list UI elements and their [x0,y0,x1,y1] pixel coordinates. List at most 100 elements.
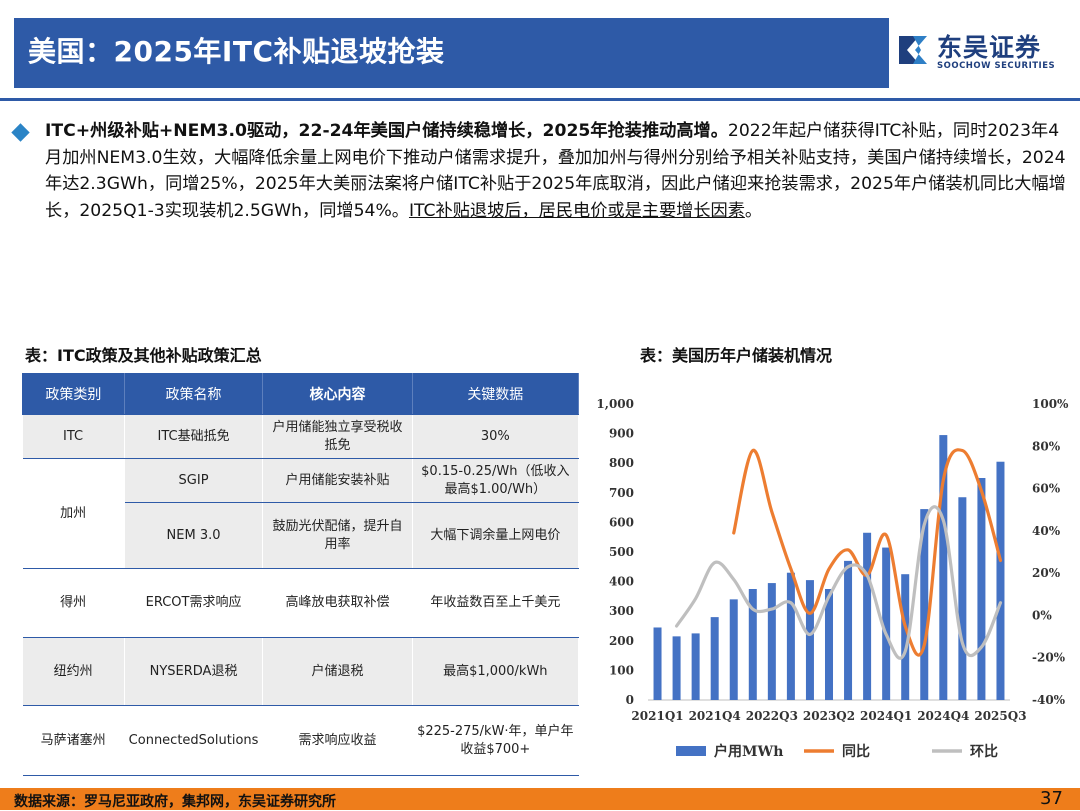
legend-swatch-bar [676,746,706,756]
y-left-tick-label: 300 [609,604,634,618]
y-left-tick-label: 200 [609,634,634,648]
y-right-tick-label: 60% [1032,482,1061,496]
y-left-tick-label: 1,000 [596,397,634,411]
table-row: 加州 SGIP 户用储能安装补贴 $0.15-0.25/Wh（低收入最高$1.0… [22,458,580,569]
table-header-name: 政策名称 [123,373,264,415]
bar-mark [767,583,776,700]
bar-mark [958,497,967,700]
summary-paragraph: ITC+州级补贴+NEM3.0驱动，22-24年美国户储持续稳增长，2025年抢… [45,118,1070,224]
x-tick-label: 2024Q1 [860,709,912,723]
x-tick-label: 2021Q4 [689,709,741,723]
diamond-bullet-icon [11,123,30,142]
table-cell: 年收益数百至上千美元 [412,568,580,638]
chart-title: 表：美国历年户储装机情况 [640,346,833,365]
y-left-tick-label: 600 [609,515,634,529]
table-cell: ConnectedSolutions [124,705,264,776]
y-right-tick-label: -40% [1032,693,1066,707]
table-cell: 得州 [22,568,125,638]
bar-mark [748,589,757,700]
bar-mark [672,636,681,700]
header-bar [14,18,889,88]
company-logo: 东吴证券 SOOCHOW SECURITIES [893,28,1073,76]
table-cell: 大幅下调余量上网电价 [412,502,580,569]
table-cell: SGIP [124,458,264,503]
bar-mark [691,633,700,700]
table-cell: 鼓励光伏配储，提升自用率 [262,502,413,569]
table-cell: NEM 3.0 [124,502,264,569]
bar-mark [729,599,738,700]
y-right-tick-label: -20% [1032,651,1066,665]
table-cell: 户用储能独立享受税收抵免 [262,414,413,459]
table-header-row: 政策类别 政策名称 核心内容 关键数据 [22,373,580,415]
x-tick-label: 2022Q3 [746,709,798,723]
y-right-tick-label: 80% [1032,439,1061,453]
y-left-tick-label: 100 [609,663,634,677]
series-line-qoq [674,505,1003,660]
table-header-category: 政策类别 [22,373,125,415]
table-cell: 马萨诸塞州 [22,705,125,776]
summary-bold-lead: ITC+州级补贴+NEM3.0驱动，22-24年美国户储持续稳增长，2025年抢… [45,121,728,141]
table-cell: $0.15-0.25/Wh（低收入最高$1.00/Wh） [412,458,580,503]
table-row: NEM 3.0 鼓励光伏配储，提升自用率 大幅下调余量上网电价 [23,502,580,569]
table-cell: 30% [412,414,580,459]
table-row: ITC ITC基础抵免 户用储能独立享受税收抵免 30% [22,414,580,459]
summary-underlined: ITC补贴退坡后，居民电价或是主要增长因素 [408,200,745,221]
installation-chart: 0 100 200 300 400 500 600 700 800 900 1,000 -40% -20… [596,397,1069,760]
legend-label: 环比 [970,743,998,760]
bar-mark [824,589,834,700]
y-left-tick-label: 0 [626,693,634,707]
table-header-content: 核心内容 [262,373,413,415]
table-cell: 最高$1,000/kWh [412,637,580,706]
bar-mark [844,560,853,700]
page-title: 美国：2025年ITC补贴退坡抢装 [28,35,445,68]
table-cell: ERCOT需求响应 [124,568,264,638]
bar-mark [920,509,929,700]
table-row: 得州 ERCOT需求响应 高峰放电获取补偿 年收益数百至上千美元 [22,568,580,638]
legend-label: 同比 [842,743,870,760]
y-left-tick-label: 500 [609,545,634,559]
bar-mark [996,461,1005,700]
bar-mark [939,435,948,700]
series-line-yoy [732,448,1003,657]
bar-mark [710,617,719,700]
x-tick-label: 2023Q2 [803,709,855,723]
legend-label: 户用MWh [714,743,783,760]
bar-mark [863,532,872,700]
bar-mark [653,627,662,700]
y-right-tick-label: 20% [1032,566,1061,580]
table-title: 表：ITC政策及其他补贴政策汇总 [25,346,262,365]
bar-mark [977,478,986,700]
table-cell: ITC [22,414,125,459]
table-cell: 高峰放电获取补偿 [262,568,413,638]
header-divider [0,98,1080,101]
table-cell: NYSERDA退税 [124,637,264,706]
y-right-tick-label: 100% [1032,397,1069,411]
policy-table: 政策类别 政策名称 核心内容 关键数据 ITC ITC基础抵免 户用储能独立享受… [22,373,580,776]
table-cell: ITC基础抵免 [124,414,264,459]
footer-source: 数据来源：罗马尼亚政府，集邦网，东吴证券研究所 [14,794,336,810]
logo-text-en: SOOCHOW SECURITIES [937,61,1056,71]
summary-end: 。 [744,200,763,221]
bar-mark [805,580,814,700]
y-right-tick-label: 40% [1032,524,1061,538]
y-left-tick-label: 400 [609,575,634,589]
table-cell: 纽约州 [22,637,125,706]
table-header-data: 关键数据 [411,373,580,415]
x-tick-label: 2024Q4 [917,709,969,723]
bar-mark [786,572,795,700]
y-right-tick-label: 0% [1032,608,1052,622]
x-tick-label: 2021Q1 [631,709,683,723]
x-tick-label: 2025Q3 [974,709,1026,723]
page-number: 37 [1040,788,1063,809]
table-cell: 需求响应收益 [262,705,413,776]
logo-text-cn: 东吴证券 [937,33,1042,62]
y-left-tick-label: 700 [609,486,634,500]
table-cell: 户储退税 [262,637,413,706]
table-row: 马萨诸塞州 ConnectedSolutions 需求响应收益 $225-275… [22,705,580,776]
table-cell: 加州 [22,458,125,569]
table-row: 纽约州 NYSERDA退税 户储退税 最高$1,000/kWh [22,637,580,706]
table-cell: 户用储能安装补贴 [262,458,413,503]
bar-mark [882,547,891,700]
footer-bar [0,788,1080,810]
table-cell: $225-275/kW·年，单户年收益$700+ [412,705,580,776]
